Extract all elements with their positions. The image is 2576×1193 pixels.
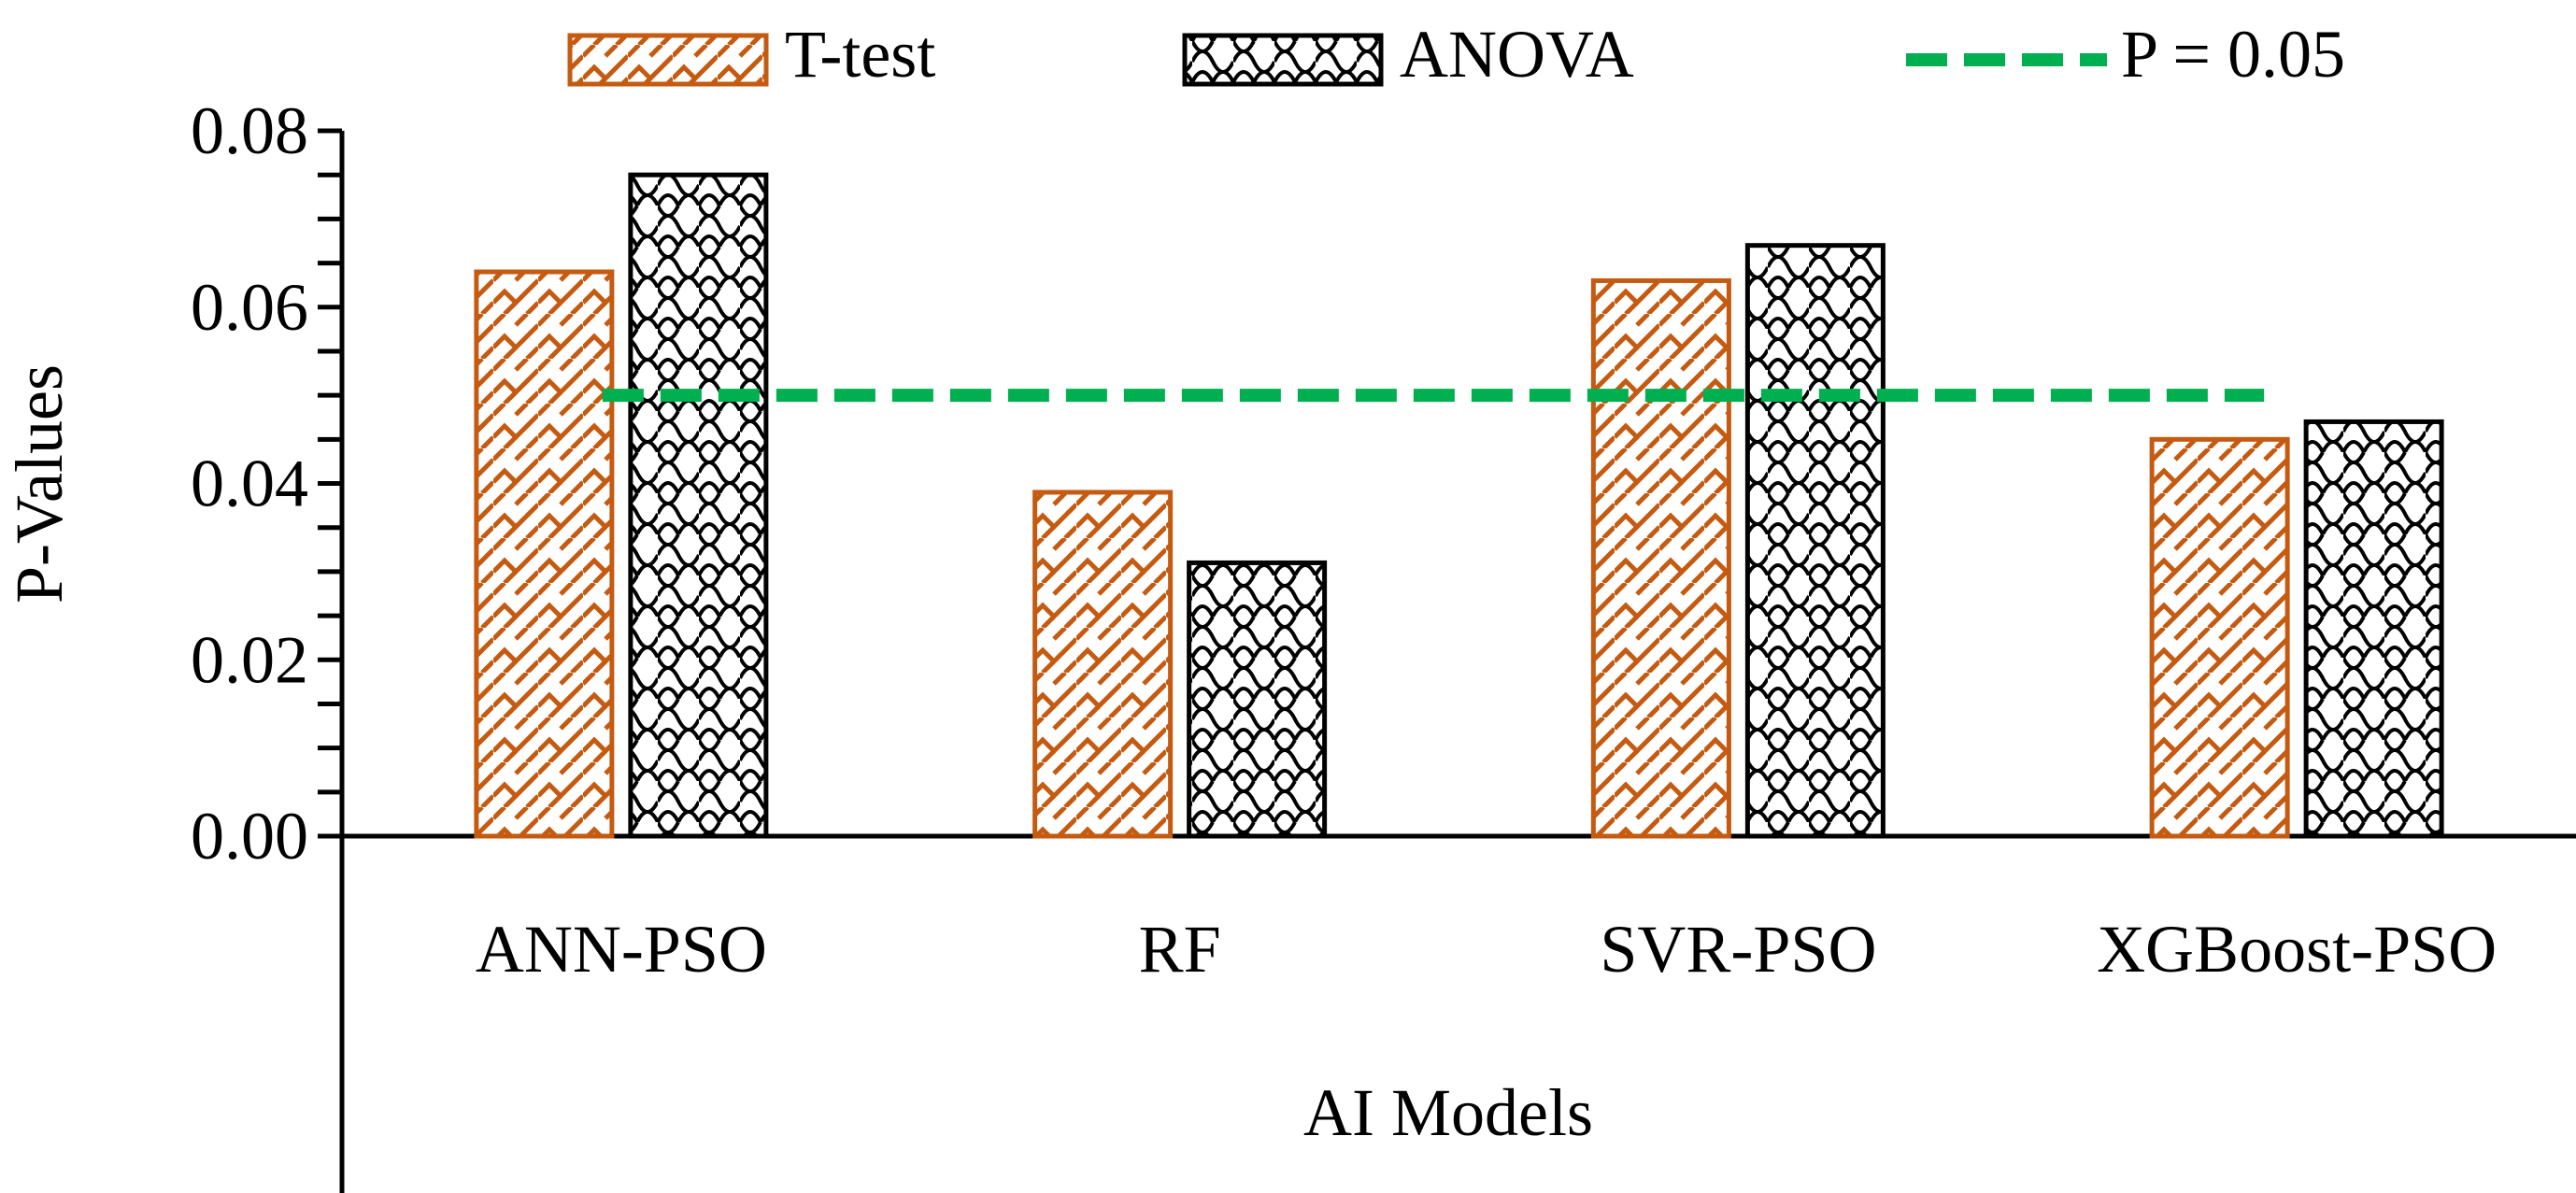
y-minor-ticks bbox=[318, 128, 342, 839]
x-axis-title: AI Models bbox=[1303, 1075, 1593, 1150]
legend-label-ttest: T-test bbox=[785, 17, 935, 92]
bar-anova-ann-pso bbox=[628, 172, 769, 839]
legend-label-anova: ANOVA bbox=[1400, 17, 1634, 92]
x-tick-label: SVR-PSO bbox=[1600, 912, 1876, 987]
x-tick-label: XGBoost-PSO bbox=[2097, 912, 2497, 987]
x-tick-labels: ANN-PSO RF SVR-PSO XGBoost-PSO bbox=[476, 912, 2497, 987]
y-tick-label: 0.08 bbox=[191, 93, 308, 168]
x-tick-label: ANN-PSO bbox=[476, 912, 767, 987]
legend-swatch-anova bbox=[1182, 33, 1384, 87]
bars bbox=[474, 172, 2444, 839]
legend: T-test ANOVA P = 0.05 bbox=[567, 17, 2345, 92]
bar-anova-xgboost-pso bbox=[2303, 419, 2444, 839]
bar-anova-rf bbox=[1187, 560, 1328, 839]
bar-t-test-rf bbox=[1032, 490, 1174, 839]
bar-t-test-ann-pso bbox=[474, 269, 615, 839]
y-axis-title: P-Values bbox=[2, 364, 77, 604]
y-axis: 0.00 0.02 0.04 0.06 0.08 bbox=[191, 93, 345, 873]
y-tick-labels: 0.00 0.02 0.04 0.06 0.08 bbox=[191, 93, 308, 873]
bar-anova-svr-pso bbox=[1744, 243, 1886, 839]
bar-t-test-xgboost-pso bbox=[2149, 436, 2290, 839]
legend-label-threshold: P = 0.05 bbox=[2121, 17, 2345, 92]
y-tick-label: 0.00 bbox=[191, 799, 308, 873]
y-tick-label: 0.06 bbox=[191, 270, 308, 345]
x-tick-label: RF bbox=[1139, 912, 1221, 987]
legend-swatch-ttest bbox=[567, 33, 769, 87]
y-tick-label: 0.02 bbox=[191, 622, 308, 697]
x-axis: ANN-PSO RF SVR-PSO XGBoost-PSO bbox=[318, 833, 2576, 1193]
bar-t-test-svr-pso bbox=[1590, 277, 1731, 839]
y-tick-label: 0.04 bbox=[191, 447, 308, 521]
